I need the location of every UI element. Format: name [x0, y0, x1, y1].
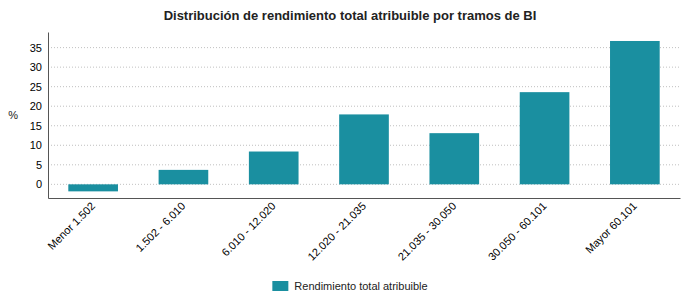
x-axis: Menor 1.502 1.502 - 6.010 6.010 - 12.020 12…: [45, 199, 680, 263]
grid-line: [48, 86, 680, 87]
y-tick-label: 15: [30, 120, 42, 132]
grid: [48, 48, 680, 185]
chart-title: Distribución de rendimiento total atribu…: [164, 8, 537, 23]
y-tick: 10: [30, 139, 48, 151]
bar: [610, 41, 660, 184]
y-tick-label: 30: [30, 61, 42, 73]
plot-area: 0 5 10 15 20 25 30 35 Menor 1.502 1.502 - 6.010 6.…: [30, 33, 681, 263]
bar: [339, 114, 389, 184]
chart-svg: 0 5 10 15 20 25 30 35 Menor 1.502 1.502 - 6.010 6.…: [0, 0, 700, 300]
x-axis-line: [49, 198, 681, 199]
y-tick: 15: [30, 120, 48, 132]
y-tick-label: 0: [36, 178, 42, 190]
x-tick-label: 21.035 - 30.050: [395, 200, 458, 263]
legend: Rendimiento total atribuible: [272, 280, 427, 292]
x-tick-label: 1.502 - 6.010: [133, 200, 187, 254]
x-tick: 30.050 - 60.101: [486, 200, 549, 263]
y-tick-label: 35: [30, 42, 42, 54]
y-tick: 25: [30, 81, 48, 93]
y-tick: 30: [30, 61, 48, 73]
y-axis: 0 5 10 15 20 25 30 35: [30, 33, 49, 199]
bar: [429, 133, 479, 184]
grid-line: [48, 106, 680, 107]
bars: [68, 41, 659, 191]
grid-line: [48, 67, 680, 68]
x-tick: 21.035 - 30.050: [395, 200, 458, 263]
x-tick-label: 12.020 - 21.035: [305, 200, 368, 263]
bar: [520, 92, 570, 184]
y-tick: 20: [30, 100, 48, 112]
x-tick-label: 6.010 - 12.020: [219, 200, 278, 259]
y-tick-label: 5: [36, 159, 42, 171]
x-tick: 12.020 - 21.035: [305, 200, 368, 263]
bar: [68, 184, 118, 191]
y-axis-line: [48, 33, 49, 199]
x-tick: Menor 1.502: [45, 200, 97, 252]
legend-item: Rendimiento total atribuible: [272, 280, 427, 292]
x-tick: Mayor 60.101: [583, 200, 639, 256]
legend-label: Rendimiento total atribuible: [294, 280, 427, 292]
bar: [249, 152, 299, 185]
y-tick-label: 20: [30, 100, 42, 112]
x-tick-label: Mayor 60.101: [583, 200, 639, 256]
bar: [159, 170, 209, 184]
x-tick: 1.502 - 6.010: [133, 200, 187, 254]
y-tick-label: 10: [30, 139, 42, 151]
grid-line: [48, 47, 680, 48]
y-tick: 0: [36, 178, 48, 190]
x-tick: 6.010 - 12.020: [219, 200, 278, 259]
legend-swatch: [272, 281, 288, 291]
x-tick-label: 30.050 - 60.101: [486, 200, 549, 263]
x-tick-label: Menor 1.502: [45, 200, 97, 252]
y-tick-label: 25: [30, 81, 42, 93]
chart-container: 0 5 10 15 20 25 30 35 Menor 1.502 1.502 - 6.010 6.…: [0, 0, 700, 300]
y-tick: 35: [30, 42, 48, 54]
y-tick: 5: [36, 159, 48, 171]
y-axis-title: %: [8, 109, 18, 121]
